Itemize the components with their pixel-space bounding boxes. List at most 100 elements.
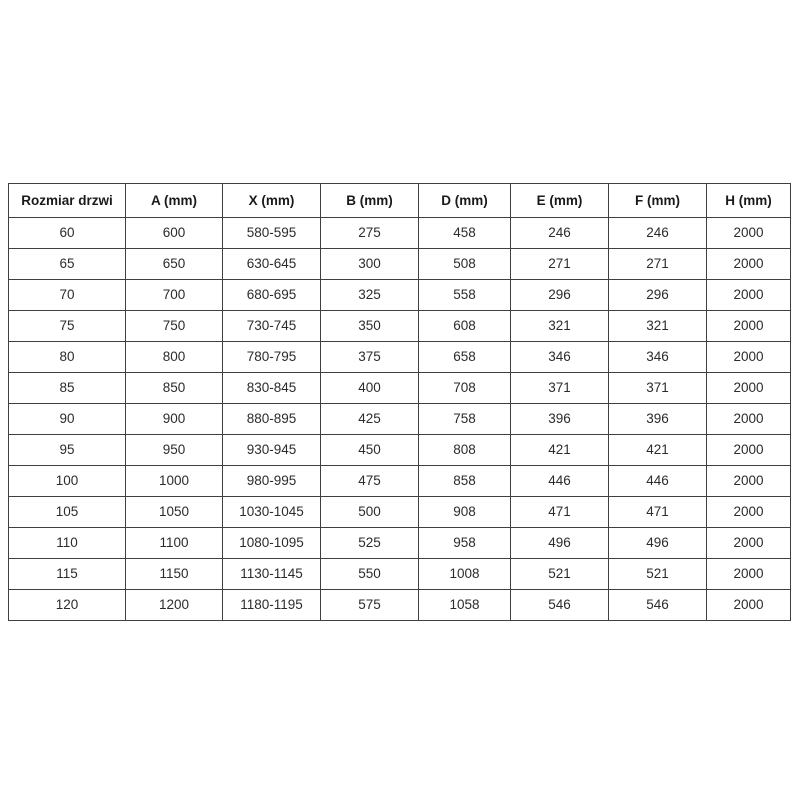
- table-cell: 1000: [125, 465, 223, 497]
- table-cell: 550: [320, 558, 419, 590]
- table-cell: 271: [608, 248, 707, 280]
- table-cell: 296: [510, 279, 609, 311]
- table-cell: 321: [510, 310, 609, 342]
- table-cell: 608: [418, 310, 511, 342]
- table-cell: 780-795: [222, 341, 321, 373]
- table-cell: 400: [320, 372, 419, 404]
- table-cell: 80: [8, 341, 126, 373]
- table-cell: 930-945: [222, 434, 321, 466]
- table-cell: 371: [608, 372, 707, 404]
- table-cell: 1130-1145: [222, 558, 321, 590]
- table-cell: 546: [510, 589, 609, 621]
- table-cell: 546: [608, 589, 707, 621]
- table-cell: 95: [8, 434, 126, 466]
- table-cell: 425: [320, 403, 419, 435]
- table-row: 80 800 780-795 375 658 346 346 2000: [8, 341, 791, 373]
- table-cell: 958: [418, 527, 511, 559]
- column-header-3: B (mm): [320, 183, 419, 218]
- table-cell: 830-845: [222, 372, 321, 404]
- table-cell: 730-745: [222, 310, 321, 342]
- table-cell: 2000: [706, 558, 791, 590]
- table-cell: 1200: [125, 589, 223, 621]
- table-cell: 580-595: [222, 217, 321, 249]
- column-header-2: X (mm): [222, 183, 321, 218]
- table-cell: 1180-1195: [222, 589, 321, 621]
- table-cell: 496: [608, 527, 707, 559]
- table-cell: 1100: [125, 527, 223, 559]
- table-cell: 521: [608, 558, 707, 590]
- table-cell: 85: [8, 372, 126, 404]
- table-cell: 65: [8, 248, 126, 280]
- table-cell: 396: [510, 403, 609, 435]
- table-row: 95 950 930-945 450 808 421 421 2000: [8, 434, 791, 466]
- table-cell: 808: [418, 434, 511, 466]
- table-cell: 246: [608, 217, 707, 249]
- table-row: 120 1200 1180-1195 575 1058 546 546 2000: [8, 589, 791, 621]
- table-cell: 300: [320, 248, 419, 280]
- spec-table-container: Rozmiar drzwi A (mm) X (mm) B (mm) D (mm) E (…: [8, 183, 791, 621]
- table-cell: 1080-1095: [222, 527, 321, 559]
- table-cell: 421: [608, 434, 707, 466]
- column-header-5: E (mm): [510, 183, 609, 218]
- table-cell: 980-995: [222, 465, 321, 497]
- table-cell: 750: [125, 310, 223, 342]
- table-cell: 680-695: [222, 279, 321, 311]
- table-cell: 1030-1045: [222, 496, 321, 528]
- table-cell: 75: [8, 310, 126, 342]
- table-cell: 100: [8, 465, 126, 497]
- table-cell: 346: [608, 341, 707, 373]
- table-cell: 115: [8, 558, 126, 590]
- table-cell: 658: [418, 341, 511, 373]
- table-cell: 2000: [706, 403, 791, 435]
- table-cell: 908: [418, 496, 511, 528]
- table-cell: 496: [510, 527, 609, 559]
- table-row: 65 650 630-645 300 508 271 271 2000: [8, 248, 791, 280]
- table-cell: 110: [8, 527, 126, 559]
- table-cell: 475: [320, 465, 419, 497]
- table-cell: 708: [418, 372, 511, 404]
- table-cell: 900: [125, 403, 223, 435]
- table-body: 60 600 580-595 275 458 246 246 2000 65 650 630-645…: [8, 217, 791, 621]
- table-row: 70 700 680-695 325 558 296 296 2000: [8, 279, 791, 311]
- table-cell: 2000: [706, 496, 791, 528]
- table-cell: 396: [608, 403, 707, 435]
- table-cell: 2000: [706, 310, 791, 342]
- table-row: 60 600 580-595 275 458 246 246 2000: [8, 217, 791, 249]
- table-cell: 575: [320, 589, 419, 621]
- table-cell: 105: [8, 496, 126, 528]
- column-header-6: F (mm): [608, 183, 707, 218]
- table-cell: 275: [320, 217, 419, 249]
- table-cell: 521: [510, 558, 609, 590]
- table-cell: 321: [608, 310, 707, 342]
- table-cell: 471: [510, 496, 609, 528]
- table-cell: 2000: [706, 434, 791, 466]
- table-cell: 950: [125, 434, 223, 466]
- table-cell: 70: [8, 279, 126, 311]
- table-row: 105 1050 1030-1045 500 908 471 471 2000: [8, 496, 791, 528]
- table-cell: 450: [320, 434, 419, 466]
- table-cell: 346: [510, 341, 609, 373]
- table-cell: 500: [320, 496, 419, 528]
- table-cell: 525: [320, 527, 419, 559]
- table-cell: 371: [510, 372, 609, 404]
- table-cell: 558: [418, 279, 511, 311]
- table-cell: 375: [320, 341, 419, 373]
- table-cell: 446: [608, 465, 707, 497]
- table-cell: 90: [8, 403, 126, 435]
- column-header-4: D (mm): [418, 183, 511, 218]
- table-cell: 120: [8, 589, 126, 621]
- table-cell: 246: [510, 217, 609, 249]
- table-cell: 650: [125, 248, 223, 280]
- table-cell: 630-645: [222, 248, 321, 280]
- table-row: 100 1000 980-995 475 858 446 446 2000: [8, 465, 791, 497]
- table-cell: 446: [510, 465, 609, 497]
- table-cell: 2000: [706, 341, 791, 373]
- table-cell: 458: [418, 217, 511, 249]
- table-cell: 471: [608, 496, 707, 528]
- table-header: Rozmiar drzwi A (mm) X (mm) B (mm) D (mm) E (…: [8, 183, 791, 218]
- table-cell: 2000: [706, 589, 791, 621]
- table-row: 110 1100 1080-1095 525 958 496 496 2000: [8, 527, 791, 559]
- door-size-specification-table: Rozmiar drzwi A (mm) X (mm) B (mm) D (mm) E (…: [8, 183, 791, 621]
- column-header-0: Rozmiar drzwi: [8, 183, 126, 218]
- table-row: 75 750 730-745 350 608 321 321 2000: [8, 310, 791, 342]
